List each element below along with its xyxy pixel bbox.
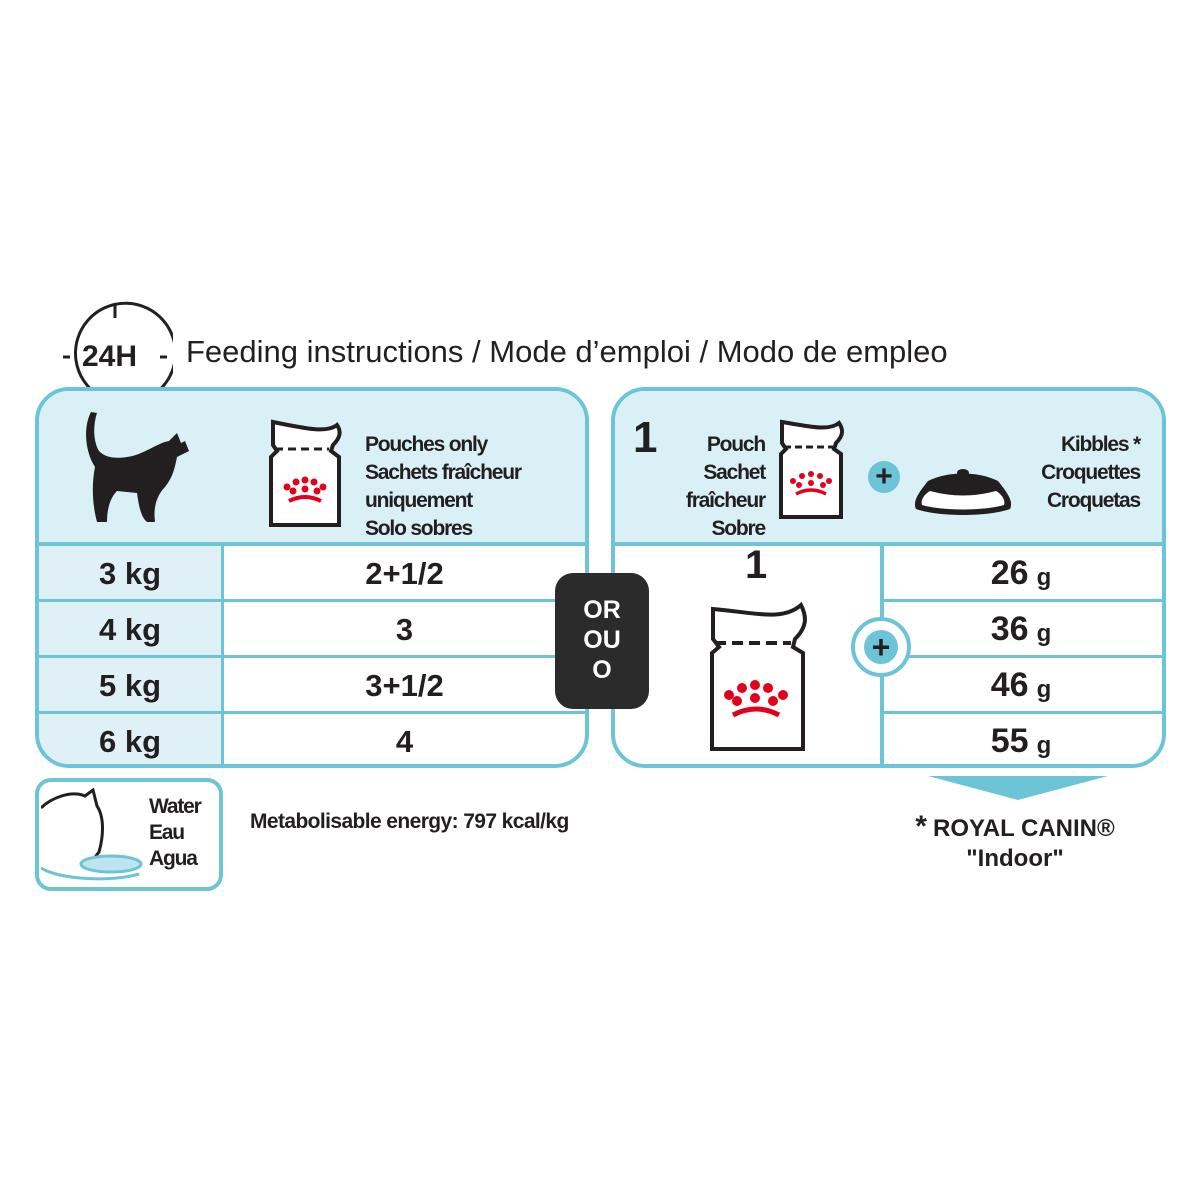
kibble-grams-row: 36 g [880, 601, 1162, 657]
weight: 3 kg [39, 546, 224, 602]
unit: g [1036, 564, 1052, 591]
cat-drinking-water-icon [41, 788, 143, 881]
pouch-only-table: Pouches only Sachets fraîcheur uniquemen… [35, 387, 589, 768]
plus-icon: + [864, 629, 898, 665]
brand-name: ROYAL CANIN® [932, 815, 1115, 842]
cat-icon [86, 412, 189, 522]
kibbles-label: Kibbles * Croquettes Croquetas [1041, 431, 1141, 515]
mixed-feeding-table: 1 Pouch Sachet fraîcheur Sobre + Kibbles… [611, 387, 1166, 768]
clock-24h-icon [63, 301, 173, 397]
label-es: Solo sobres [365, 517, 473, 540]
or-badge: OR OU O [555, 573, 649, 709]
grams: 55 [990, 721, 1029, 760]
product-name: "Indoor" [966, 845, 1064, 872]
pouch-count: 1 [633, 413, 658, 462]
pouches: 3+1/2 [365, 668, 444, 703]
label-fr: Croquettes [1041, 461, 1141, 484]
pouch-amount: 1 [745, 543, 768, 587]
label-fr: Sachets fraîcheur uniquement [365, 461, 522, 512]
pouch-icon [779, 419, 844, 519]
label-fr: Eau [149, 821, 185, 844]
kibble-grams-row: 55 g [880, 713, 1162, 764]
row-divider [883, 711, 1162, 714]
pouch-label: Pouch Sachet fraîcheur Sobre [625, 431, 766, 543]
pouch-only-label: Pouches only Sachets fraîcheur uniquemen… [365, 431, 585, 543]
water-box: Water Eau Agua [35, 778, 223, 891]
label-en: Kibbles * [1060, 433, 1141, 456]
unit: g [1036, 676, 1052, 703]
or-en: OR [583, 596, 621, 624]
arrow-down-icon [928, 776, 1108, 800]
or-es: O [592, 656, 612, 684]
table-row: 3 kg 2+1/2 [39, 543, 585, 602]
metabolisable-energy: Metabolisable energy: 797 kcal/kg [250, 810, 569, 833]
label-es: Croquetas [1046, 489, 1141, 512]
table-header: 1 Pouch Sachet fraîcheur Sobre + Kibbles… [615, 391, 1162, 546]
label-es: Sobre [711, 517, 766, 540]
weight: 4 kg [39, 602, 224, 658]
water-label: Water Eau Agua [149, 794, 202, 872]
label-es: Agua [149, 847, 198, 870]
pouches: 3 [395, 612, 414, 647]
row-divider [883, 599, 1162, 602]
weight: 5 kg [39, 658, 224, 714]
grams: 36 [990, 609, 1029, 648]
unit: g [1036, 732, 1052, 759]
kibble-grams-row: 26 g [880, 545, 1162, 601]
grams: 46 [990, 665, 1029, 704]
clock-label: 24H [82, 340, 138, 373]
or-fr: OU [583, 626, 621, 654]
table-row: 5 kg 3+1/2 [39, 655, 585, 714]
pouch-icon [269, 419, 342, 527]
weight: 6 kg [39, 714, 224, 764]
table-header: Pouches only Sachets fraîcheur uniquemen… [39, 391, 585, 546]
pouches: 2+1/2 [365, 556, 444, 591]
unit: g [1036, 620, 1052, 647]
row-divider [883, 655, 1162, 658]
table-row: 6 kg 4 [39, 711, 585, 764]
plus-icon: + [868, 460, 900, 493]
label-en: Pouch [706, 433, 766, 456]
kibble-bowl-icon [914, 469, 1012, 515]
grams: 26 [990, 553, 1029, 592]
label-en: Water [149, 795, 202, 818]
asterisk: * [915, 810, 927, 843]
label-en: Pouches only [365, 433, 488, 456]
table-row: 4 kg 3 [39, 599, 585, 658]
footnote: * ROYAL CANIN® "Indoor" [900, 812, 1130, 874]
label-fr: Sachet fraîcheur [685, 461, 766, 512]
page-title: Feeding instructions / Mode d’emploi / M… [186, 334, 948, 369]
pouch-icon [710, 601, 807, 751]
pouches: 4 [395, 724, 414, 759]
kibble-grams-row: 46 g [880, 657, 1162, 713]
